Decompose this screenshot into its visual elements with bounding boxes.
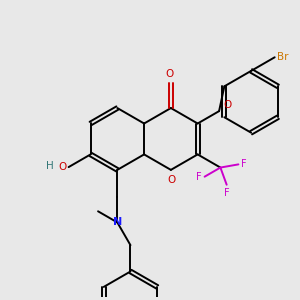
Text: H: H <box>46 161 53 171</box>
Text: O: O <box>167 175 175 185</box>
Text: O: O <box>224 100 232 110</box>
Text: O: O <box>58 162 66 172</box>
Text: Br: Br <box>277 52 289 62</box>
Text: F: F <box>196 172 202 182</box>
Text: F: F <box>224 188 230 198</box>
Text: F: F <box>241 159 247 169</box>
Text: N: N <box>113 218 122 227</box>
Text: O: O <box>165 69 173 79</box>
